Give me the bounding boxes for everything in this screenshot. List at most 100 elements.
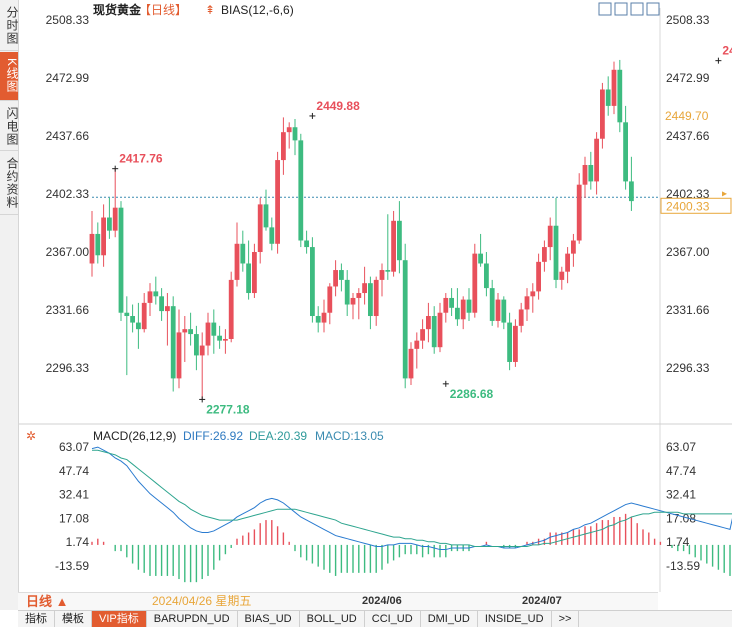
candle-body — [460, 299, 466, 320]
marker-price-label: 2449.70 — [665, 109, 709, 123]
tab-bias[interactable]: BIAS_UD — [238, 611, 300, 627]
left-tab-1[interactable]: 分时图 — [0, 0, 19, 51]
candle-body — [228, 279, 234, 339]
candle-body — [617, 69, 623, 123]
grid-icon[interactable] — [646, 2, 660, 16]
candle-body — [170, 306, 176, 379]
candle-body — [420, 329, 425, 341]
candle-body — [107, 217, 112, 231]
candle-body — [368, 283, 373, 317]
candle-body — [414, 340, 420, 349]
candle-body — [89, 233, 95, 264]
tab-templates[interactable]: 模板 — [55, 611, 92, 627]
candle-body — [478, 253, 483, 264]
macd-tick-left: -13.59 — [55, 559, 89, 573]
candle-body — [315, 316, 321, 323]
y-tick-left: 2472.99 — [46, 71, 90, 85]
candle-body — [565, 253, 570, 272]
candle-body — [153, 291, 159, 297]
current-price-label: 2400.33 — [666, 199, 710, 213]
tab-inside[interactable]: INSIDE_UD — [478, 611, 552, 627]
macd-value: MACD:13.05 — [315, 429, 384, 443]
candle-body — [339, 270, 344, 280]
x-tick-label: 2024/07 — [522, 595, 562, 607]
candle-body — [217, 335, 222, 341]
candle-body — [437, 312, 443, 348]
candle-body — [95, 233, 101, 256]
low-label: 2286.68 — [450, 387, 494, 401]
candle-body — [455, 307, 460, 320]
candle-body — [257, 204, 263, 252]
candle-body — [304, 240, 309, 248]
candle-body — [507, 322, 512, 362]
candle-body — [571, 240, 576, 254]
candle-body — [344, 279, 350, 305]
arrow-right-icon: ▸ — [722, 188, 727, 199]
tab-barupdn[interactable]: BARUPDN_UD — [147, 611, 238, 627]
candle-body — [188, 329, 193, 335]
left-tab-2[interactable]: K线图 — [0, 52, 19, 101]
candle-body — [484, 263, 489, 289]
candle-body — [489, 288, 495, 321]
y-tick-left: 2437.66 — [46, 129, 90, 143]
zoom-out-icon[interactable] — [630, 2, 644, 16]
candle-body — [362, 283, 367, 294]
candle-body — [118, 207, 124, 313]
candle-body — [501, 299, 507, 323]
candle-body — [223, 338, 228, 341]
macd-tick-right: 47.74 — [666, 464, 696, 478]
tab-boll[interactable]: BOLL_UD — [300, 611, 365, 627]
candle-body — [536, 261, 541, 292]
candle-body — [385, 270, 391, 272]
candle-body — [182, 329, 188, 333]
left-tab-3[interactable]: 闪电图 — [0, 102, 19, 151]
left-sidebar: 分时图 K线图 闪电图 合约资料 — [0, 0, 19, 610]
candle-body — [472, 253, 478, 313]
candle-body — [199, 345, 205, 356]
candle-body — [205, 322, 211, 346]
macd-tick-right: 63.07 — [666, 440, 696, 454]
tab-cci[interactable]: CCI_UD — [365, 611, 421, 627]
indicator-name: BIAS(12,-6,6) — [221, 3, 294, 17]
candle-body — [269, 227, 275, 244]
candle-body — [136, 322, 141, 330]
candle-body — [391, 220, 396, 272]
zoom-fit-icon[interactable] — [598, 2, 612, 16]
y-tick-left: 2508.33 — [46, 13, 90, 27]
indicator-tabbar: 指标 模板 VIP指标 BARUPDN_UD BIAS_UD BOLL_UD C… — [18, 610, 732, 627]
macd-tick-right: -13.59 — [666, 559, 700, 573]
zoom-in-icon[interactable] — [614, 2, 628, 16]
candle-body — [275, 160, 280, 244]
diff-line — [91, 446, 732, 551]
left-tab-4[interactable]: 合约资料 — [0, 152, 19, 215]
macd-tick-left: 32.41 — [59, 488, 89, 502]
candle-body — [553, 225, 559, 280]
candle-body — [623, 122, 628, 182]
dea-line — [92, 449, 732, 547]
y-tick-left: 2296.33 — [46, 361, 90, 375]
tab-vip-indicators[interactable]: VIP指标 — [92, 611, 147, 627]
candle-body — [356, 293, 362, 298]
tab-dmi[interactable]: DMI_UD — [421, 611, 478, 627]
y-tick-right: 2437.66 — [666, 129, 710, 143]
candle-body — [373, 279, 379, 317]
candle-body — [402, 260, 408, 379]
candle-body — [234, 243, 240, 280]
macd-tick-left: 47.74 — [59, 464, 89, 478]
candle-body — [426, 316, 431, 330]
high-label: 2483.56 — [722, 44, 732, 58]
settings-icon: ✲ — [26, 429, 36, 443]
candle-body — [600, 89, 605, 139]
low-label: 2277.18 — [206, 402, 250, 416]
candle-body — [124, 312, 130, 317]
y-tick-right: 2331.66 — [666, 303, 710, 317]
x-tick-label: 2024/06 — [362, 595, 402, 607]
candle-body — [408, 348, 414, 379]
candle-body — [605, 89, 611, 106]
candle-body — [518, 309, 524, 326]
tab-indicators[interactable]: 指标 — [18, 611, 55, 627]
tab-more[interactable]: >> — [552, 611, 580, 627]
period-selector[interactable]: 日线 ▲ — [26, 594, 69, 609]
candle-body — [530, 291, 536, 297]
candle-body — [629, 181, 634, 202]
